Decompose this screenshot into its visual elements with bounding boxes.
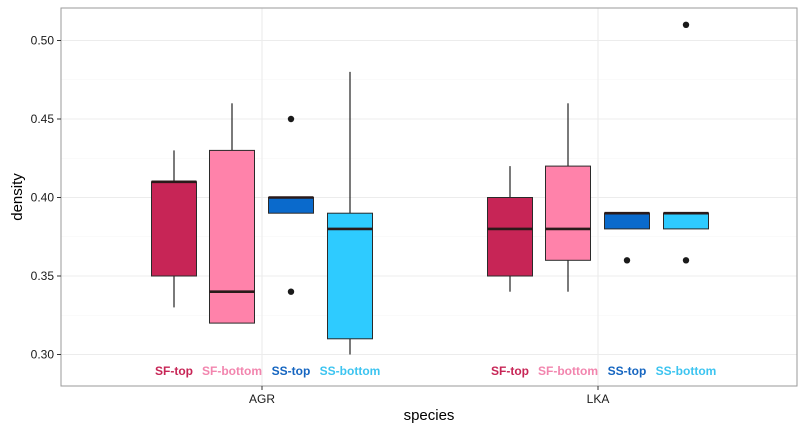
group-label-SS-top: SS-top [608, 364, 647, 378]
box-SS-bottom-AGR [327, 71, 373, 355]
outlier-point [287, 115, 295, 123]
box-SS-bottom-LKA [663, 21, 709, 264]
group-labels: SF-top SF-bottom SS-top SS-bottom SF-top SF-b… [155, 364, 716, 378]
group-label-SS-bottom: SS-bottom [656, 364, 717, 378]
outlier-point [682, 257, 690, 264]
box-SS-top-AGR [268, 115, 314, 295]
box-iqr [327, 212, 373, 340]
x-axis-title: species [404, 407, 455, 424]
box-SF-bottom-LKA [545, 103, 591, 292]
box-SF-bottom-AGR [209, 103, 255, 324]
box-SF-top-LKA [487, 166, 533, 292]
y-tick-label: 0.30 [31, 348, 55, 362]
outlier-point [682, 21, 690, 28]
box-SS-top-LKA [604, 211, 650, 264]
x-tick-label: AGR [249, 392, 275, 406]
group-label-SS-bottom: SS-bottom [320, 364, 381, 378]
group-label-SF-top: SF-top [491, 364, 529, 378]
box-iqr [545, 165, 591, 261]
outlier-point [287, 288, 295, 295]
y-tick-label: 0.45 [31, 112, 55, 126]
box-iqr [663, 212, 709, 230]
group-label-SS-top: SS-top [272, 364, 311, 378]
box-SF-top-AGR [151, 150, 197, 308]
box-iqr [209, 149, 255, 324]
box-iqr [487, 197, 533, 277]
group-label-SF-bottom: SF-bottom [202, 364, 262, 378]
box-iqr [151, 181, 197, 277]
y-axis-title: density [9, 173, 26, 221]
y-tick-label: 0.50 [31, 34, 55, 48]
x-tick-label: LKA [587, 392, 610, 406]
y-tick-label: 0.35 [31, 269, 55, 283]
grid [61, 8, 797, 386]
outlier-point [623, 257, 631, 264]
group-label-SF-bottom: SF-bottom [538, 364, 598, 378]
group-label-SF-top: SF-top [155, 364, 193, 378]
y-tick-label: 0.40 [31, 191, 55, 205]
boxes [151, 21, 709, 355]
axes: 0.30 0.35 0.40 0.45 0.50 AGR LKA [31, 34, 610, 407]
box-iqr [268, 197, 314, 214]
box-iqr [604, 212, 650, 230]
